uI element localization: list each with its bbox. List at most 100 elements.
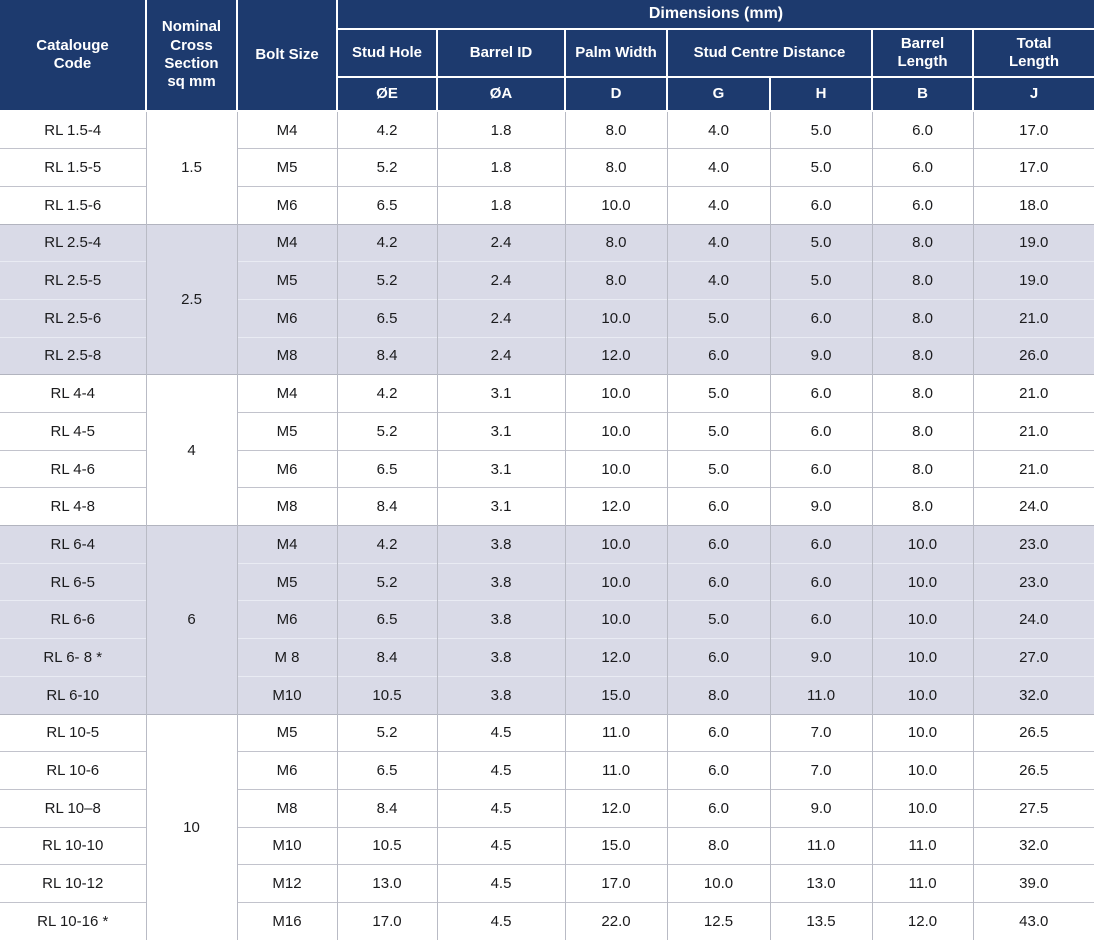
cell-dimension-value: 1.8 bbox=[436, 110, 565, 149]
cell-dimension-value: 10.0 bbox=[871, 638, 973, 677]
table-row: RL 10-16 * M16 17.0 4.5 22.0 12.5 13.5 12.0 43.0 bbox=[0, 901, 1094, 940]
cell-dimension-value: 5.0 bbox=[769, 223, 872, 262]
header-symbol-stud-centre-g: G bbox=[666, 76, 771, 112]
table-row: RL 2.5-8 M8 8.4 2.4 12.0 6.0 9.0 8.0 26.0 bbox=[0, 336, 1094, 375]
cell-dimension-value: 2.4 bbox=[436, 336, 565, 375]
cell-dimension-value: 4.0 bbox=[666, 148, 770, 187]
header-symbol-stud-centre-h: H bbox=[769, 76, 873, 112]
table-row: RL 4-5 M5 5.2 3.1 10.0 5.0 6.0 8.0 21.0 bbox=[0, 412, 1094, 451]
cell-dimension-value: 8.4 bbox=[336, 336, 437, 375]
cell-dimension-value: 21.0 bbox=[972, 298, 1094, 338]
cell-bolt-size: M4 bbox=[236, 525, 337, 564]
table-row: RL 10-10 M10 10.5 4.5 15.0 8.0 11.0 11.0 32.0 bbox=[0, 826, 1094, 865]
cell-dimension-value: 5.2 bbox=[336, 412, 437, 451]
table-row: RL 2.5-4 2.5 M4 4.2 2.4 8.0 4.0 5.0 8.0 19.0 bbox=[0, 223, 1094, 375]
cell-dimension-value: 17.0 bbox=[564, 864, 667, 903]
cell-catalogue-code: RL 1.5-4 bbox=[0, 110, 146, 149]
cell-dimension-value: 6.0 bbox=[769, 562, 872, 601]
cell-catalogue-code: RL 6-4 bbox=[0, 525, 146, 564]
cell-dimension-value: 6.0 bbox=[871, 110, 973, 149]
cell-dimension-value: 11.0 bbox=[564, 751, 667, 790]
cell-cross-section: 1.5 bbox=[145, 110, 237, 225]
cell-dimension-value: 10.0 bbox=[871, 751, 973, 790]
cell-bolt-size: M16 bbox=[236, 901, 337, 940]
cell-dimension-value: 11.0 bbox=[871, 826, 973, 865]
cell-dimension-value: 12.0 bbox=[871, 901, 973, 940]
cell-dimension-value: 11.0 bbox=[769, 675, 872, 714]
cell-dimension-value: 3.1 bbox=[436, 449, 565, 488]
cell-bolt-size: M4 bbox=[236, 374, 337, 413]
cell-dimension-value: 10.0 bbox=[871, 788, 973, 828]
table-row: RL 10-12 M12 13.0 4.5 17.0 10.0 13.0 11.0 39.0 bbox=[0, 864, 1094, 903]
cell-dimension-value: 10.0 bbox=[564, 449, 667, 488]
cell-dimension-value: 4.2 bbox=[336, 223, 437, 262]
cell-dimension-value: 2.4 bbox=[436, 223, 565, 262]
cell-dimension-value: 12.0 bbox=[564, 788, 667, 828]
header-symbol-total-length: J bbox=[971, 76, 1094, 112]
cell-dimension-value: 5.2 bbox=[336, 261, 437, 300]
cell-dimension-value: 13.0 bbox=[769, 864, 872, 903]
cell-dimension-value: 3.1 bbox=[436, 487, 565, 526]
table-row: RL 4-6 M6 6.5 3.1 10.0 5.0 6.0 8.0 21.0 bbox=[0, 449, 1094, 488]
cell-bolt-size: M8 bbox=[236, 336, 337, 375]
cell-dimension-value: 10.0 bbox=[564, 298, 667, 338]
cell-dimension-value: 3.1 bbox=[436, 412, 565, 451]
cell-dimension-value: 21.0 bbox=[972, 449, 1094, 488]
table-row: RL 1.5-4 1.5 M4 4.2 1.8 8.0 4.0 5.0 6.0 17.0 bbox=[0, 110, 1094, 225]
cell-dimension-value: 19.0 bbox=[972, 223, 1094, 262]
cell-dimension-value: 5.0 bbox=[666, 449, 770, 488]
cell-dimension-value: 10.0 bbox=[871, 525, 973, 564]
cell-dimension-value: 8.0 bbox=[564, 261, 667, 300]
header-barrel-length: Barrel Length bbox=[871, 28, 974, 78]
cell-catalogue-code: RL 10-10 bbox=[0, 826, 146, 865]
table-row: RL 10-6 M6 6.5 4.5 11.0 6.0 7.0 10.0 26.5 bbox=[0, 751, 1094, 790]
header-symbol-stud-hole: ØE bbox=[337, 76, 438, 112]
cell-catalogue-code: RL 2.5-8 bbox=[0, 336, 146, 375]
cell-dimension-value: 3.1 bbox=[436, 374, 565, 413]
cell-dimension-value: 10.0 bbox=[871, 675, 973, 714]
cell-dimension-value: 4.5 bbox=[436, 826, 565, 865]
cell-dimension-value: 4.0 bbox=[666, 185, 770, 225]
cell-dimension-value: 4.5 bbox=[436, 713, 565, 752]
table-row: RL 6- 8 * M 8 8.4 3.8 12.0 6.0 9.0 10.0 27.0 bbox=[0, 638, 1094, 677]
cell-dimension-value: 24.0 bbox=[972, 487, 1094, 526]
cell-dimension-value: 12.0 bbox=[564, 638, 667, 677]
cell-bolt-size: M10 bbox=[236, 826, 337, 865]
cell-dimension-value: 10.5 bbox=[336, 675, 437, 714]
cell-dimension-value: 10.0 bbox=[871, 600, 973, 639]
cell-bolt-size: M12 bbox=[236, 864, 337, 903]
cell-dimension-value: 2.4 bbox=[436, 298, 565, 338]
cell-dimension-value: 9.0 bbox=[769, 336, 872, 375]
cell-dimension-value: 9.0 bbox=[769, 487, 872, 526]
cell-dimension-value: 6.0 bbox=[666, 336, 770, 375]
cell-dimension-value: 6.0 bbox=[666, 525, 770, 564]
cell-cross-section: 4 bbox=[145, 374, 237, 526]
cell-dimension-value: 10.5 bbox=[336, 826, 437, 865]
cell-dimension-value: 6.0 bbox=[769, 185, 872, 225]
cell-dimension-value: 5.0 bbox=[666, 298, 770, 338]
cell-dimension-value: 13.0 bbox=[336, 864, 437, 903]
table-row: RL 6-10 M10 10.5 3.8 15.0 8.0 11.0 10.0 32.0 bbox=[0, 675, 1094, 714]
cell-dimension-value: 6.0 bbox=[769, 449, 872, 488]
cell-dimension-value: 3.8 bbox=[436, 638, 565, 677]
table-row: RL 6-4 6 M4 4.2 3.8 10.0 6.0 6.0 10.0 23.0 bbox=[0, 525, 1094, 714]
cell-bolt-size: M5 bbox=[236, 412, 337, 451]
cell-bolt-size: M5 bbox=[236, 148, 337, 187]
cell-dimension-value: 6.0 bbox=[871, 148, 973, 187]
cell-dimension-value: 3.8 bbox=[436, 675, 565, 714]
cell-catalogue-code: RL 2.5-5 bbox=[0, 261, 146, 300]
header-palm-width: Palm Width bbox=[564, 28, 668, 78]
cell-dimension-value: 8.0 bbox=[564, 148, 667, 187]
cell-dimension-value: 5.2 bbox=[336, 148, 437, 187]
table-row: RL 2.5-5 M5 5.2 2.4 8.0 4.0 5.0 8.0 19.0 bbox=[0, 261, 1094, 300]
cell-dimension-value: 17.0 bbox=[972, 110, 1094, 149]
cell-cross-section: 2.5 bbox=[145, 223, 237, 375]
table-row: RL 4-4 4 M4 4.2 3.1 10.0 5.0 6.0 8.0 21.0 bbox=[0, 374, 1094, 526]
cell-dimension-value: 13.5 bbox=[769, 901, 872, 940]
cell-dimension-value: 6.0 bbox=[769, 412, 872, 451]
cell-dimension-value: 12.0 bbox=[564, 336, 667, 375]
cell-dimension-value: 6.5 bbox=[336, 751, 437, 790]
cell-dimension-value: 4.5 bbox=[436, 751, 565, 790]
cell-dimension-value: 10.0 bbox=[871, 713, 973, 752]
cell-dimension-value: 3.8 bbox=[436, 562, 565, 601]
